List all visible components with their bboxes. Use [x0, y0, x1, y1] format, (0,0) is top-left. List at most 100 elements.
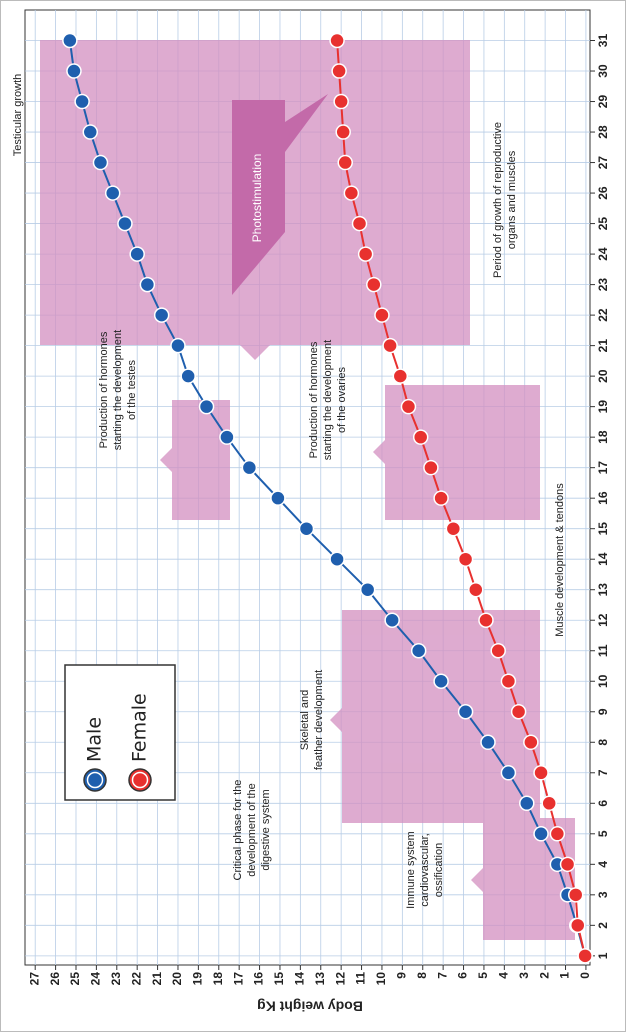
point — [359, 581, 376, 598]
point — [384, 612, 400, 628]
y-tick-label: 17 — [231, 972, 245, 986]
x-tick-label: 11 — [596, 644, 610, 657]
y-tick-label: 12 — [333, 972, 347, 986]
point — [335, 124, 351, 140]
x-tick-label: 10 — [596, 674, 610, 688]
x-tick-label: 17 — [596, 461, 610, 475]
x-tick-label: 12 — [596, 613, 610, 627]
y-tick-label: 20 — [170, 972, 184, 986]
x-tick-label: 9 — [596, 708, 610, 715]
y-tick-label: 0 — [578, 972, 592, 979]
point — [66, 63, 82, 79]
x-tick-label: 21 — [596, 339, 610, 353]
point — [478, 612, 494, 628]
point — [533, 826, 549, 842]
y-tick-label: 5 — [476, 972, 490, 979]
annotation: Immune system — [405, 831, 417, 909]
box — [160, 400, 230, 520]
point — [567, 887, 584, 903]
point — [343, 185, 360, 201]
point — [331, 63, 347, 79]
x-tick-label: 14 — [596, 552, 610, 566]
point — [468, 581, 484, 598]
x-tick-label: 19 — [596, 400, 610, 414]
point — [337, 154, 353, 171]
annotation: development of the — [246, 783, 258, 877]
y-tick-label: 1 — [558, 972, 572, 979]
point — [366, 276, 382, 293]
y-tick-label: 24 — [89, 972, 103, 986]
point — [219, 429, 235, 445]
point — [357, 246, 374, 262]
point — [180, 368, 196, 384]
legend-marker-ring — [86, 771, 104, 789]
x-tick-label: 28 — [596, 125, 610, 139]
point — [139, 276, 156, 293]
point — [519, 795, 535, 812]
legend-label: Female — [129, 693, 151, 762]
y-tick-label: 13 — [313, 972, 327, 986]
legend-label: Male — [84, 717, 106, 762]
point — [500, 765, 517, 781]
y-tick-label: 7 — [435, 972, 449, 979]
annotation: Testicular growth — [12, 74, 24, 157]
rotated-chart: 1234567891011121314151617181920212223242… — [12, 9, 610, 1014]
y-tick-label: 25 — [68, 972, 82, 986]
y-axis-title: Body weight Kg — [257, 998, 363, 1014]
x-tick-label: 4 — [596, 861, 610, 868]
point — [559, 856, 576, 873]
annotation: starting the development — [322, 340, 334, 460]
y-tick-label: 26 — [48, 972, 62, 986]
point — [153, 307, 170, 323]
x-tick-label: 27 — [596, 156, 610, 170]
x-tick-label: 31 — [596, 34, 610, 48]
point — [549, 826, 566, 842]
point — [329, 551, 345, 567]
annotation: ossification — [433, 843, 445, 897]
y-tick-label: 16 — [252, 972, 266, 986]
point — [510, 704, 527, 720]
y-tick-label: 10 — [374, 972, 388, 986]
x-tick-label: 5 — [596, 830, 610, 837]
x-tick-label: 20 — [596, 369, 610, 383]
box — [330, 610, 540, 823]
x-tick-label: 26 — [596, 186, 610, 200]
x-tick-label: 2 — [596, 922, 610, 929]
annotation: Skeletal and — [299, 690, 311, 751]
box — [373, 385, 540, 520]
point — [433, 490, 449, 506]
x-tick-label: 22 — [596, 308, 610, 322]
x-tick-label: 1 — [596, 952, 610, 959]
x-tick-label: 3 — [596, 891, 610, 898]
y-tick-label: 6 — [456, 972, 470, 979]
annotation: Production of hormones — [98, 331, 110, 448]
point — [74, 93, 90, 110]
point — [170, 337, 186, 354]
y-tick-label: 18 — [211, 972, 225, 986]
point — [392, 368, 409, 384]
point — [445, 520, 462, 537]
y-tick-label: 23 — [109, 972, 123, 986]
annotation: Period of growth of reproductive — [492, 122, 504, 278]
point — [298, 520, 315, 537]
point — [570, 917, 586, 934]
point — [433, 673, 449, 689]
y-tick-label: 14 — [293, 972, 307, 986]
x-tick-label: 13 — [596, 583, 610, 597]
point — [241, 459, 258, 476]
point — [457, 704, 474, 720]
x-tick-label: 15 — [596, 522, 610, 536]
point — [62, 32, 78, 49]
photostimulation-box — [232, 94, 328, 295]
y-tick-label: 19 — [191, 972, 205, 986]
y-tick-label: 3 — [517, 972, 531, 979]
legend-marker-ring — [131, 771, 149, 789]
x-tick-label: 30 — [596, 64, 610, 78]
y-tick-label: 11 — [354, 972, 368, 985]
point — [270, 490, 286, 506]
annotation: of the testes — [126, 360, 138, 420]
x-tick-label: 8 — [596, 739, 610, 746]
y-tick-label: 8 — [415, 972, 429, 979]
x-tick-label: 24 — [596, 247, 610, 261]
